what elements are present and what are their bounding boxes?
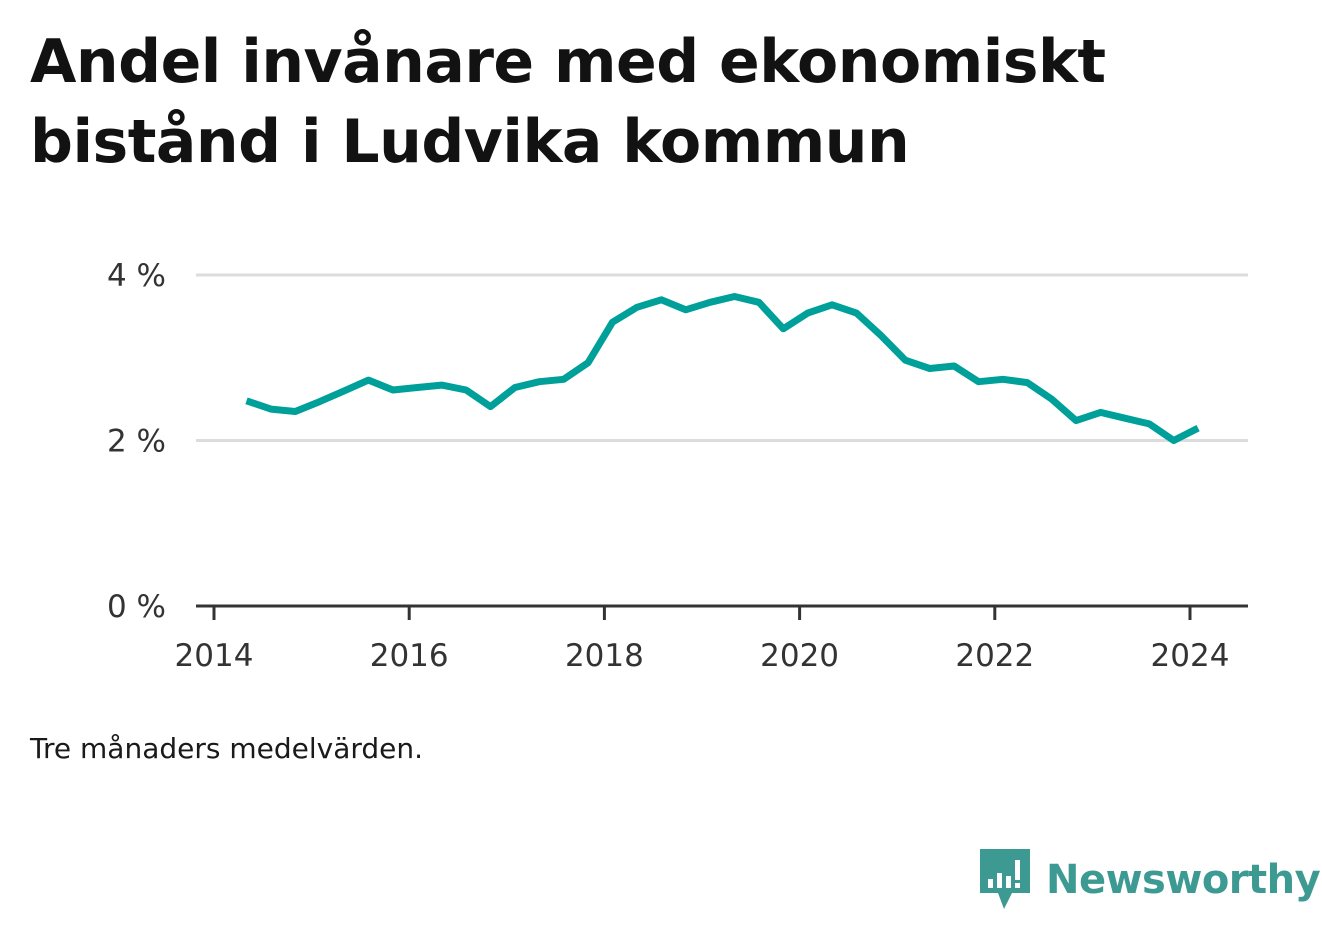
- x-tick-label: 2014: [175, 638, 254, 674]
- x-tick-label: 2024: [1151, 638, 1230, 674]
- y-tick-label: 4 %: [107, 258, 166, 294]
- x-tick-label: 2022: [955, 638, 1034, 674]
- x-tick-label: 2016: [370, 638, 449, 674]
- x-axis-ticks: 2014 2016 2018 2020 2022 2024: [175, 606, 1230, 674]
- brand-name: Newsworthy: [1046, 857, 1321, 903]
- x-tick-label: 2018: [565, 638, 644, 674]
- y-tick-label: 0 %: [107, 589, 166, 625]
- newsworthy-logo-icon: [980, 849, 1030, 909]
- chart-note: Tre månaders medelvärden.: [30, 732, 424, 765]
- brand-logo: Newsworthy: [980, 848, 1321, 912]
- series-line: [245, 293, 1200, 444]
- y-tick-label: 2 %: [107, 424, 166, 460]
- y-axis-ticks: 0 % 2 % 4 %: [107, 258, 166, 625]
- gridlines: [196, 273, 1248, 442]
- x-tick-label: 2020: [760, 638, 839, 674]
- chart-title: Andel invånare med ekonomiskt bistånd i …: [30, 27, 1106, 177]
